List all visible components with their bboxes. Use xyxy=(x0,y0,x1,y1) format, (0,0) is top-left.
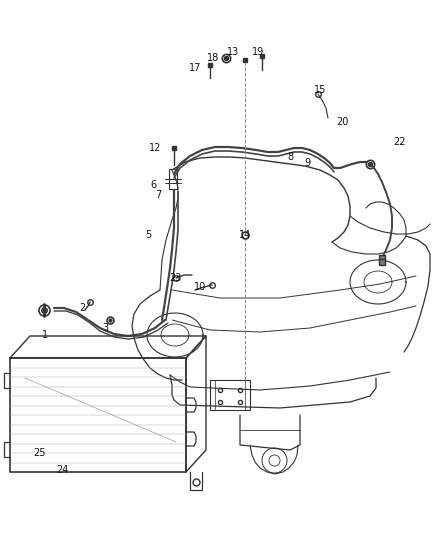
Text: 6: 6 xyxy=(150,180,156,190)
Text: 20: 20 xyxy=(336,117,348,127)
Text: 24: 24 xyxy=(56,465,68,475)
Text: 19: 19 xyxy=(252,47,264,57)
Text: 2: 2 xyxy=(79,303,85,313)
Text: 22: 22 xyxy=(394,137,406,147)
Text: 15: 15 xyxy=(314,85,326,95)
Text: 23: 23 xyxy=(169,273,181,283)
Text: 14: 14 xyxy=(239,230,251,240)
Text: 17: 17 xyxy=(189,63,201,73)
Text: 3: 3 xyxy=(102,323,108,333)
Text: 13: 13 xyxy=(227,47,239,57)
Text: 10: 10 xyxy=(194,282,206,292)
Text: 8: 8 xyxy=(287,152,293,162)
Text: 1: 1 xyxy=(42,330,48,340)
Text: 12: 12 xyxy=(149,143,161,153)
Text: 5: 5 xyxy=(145,230,151,240)
Text: 25: 25 xyxy=(34,448,46,458)
Text: 9: 9 xyxy=(304,158,310,168)
Text: 18: 18 xyxy=(207,53,219,63)
Text: 7: 7 xyxy=(155,190,161,200)
